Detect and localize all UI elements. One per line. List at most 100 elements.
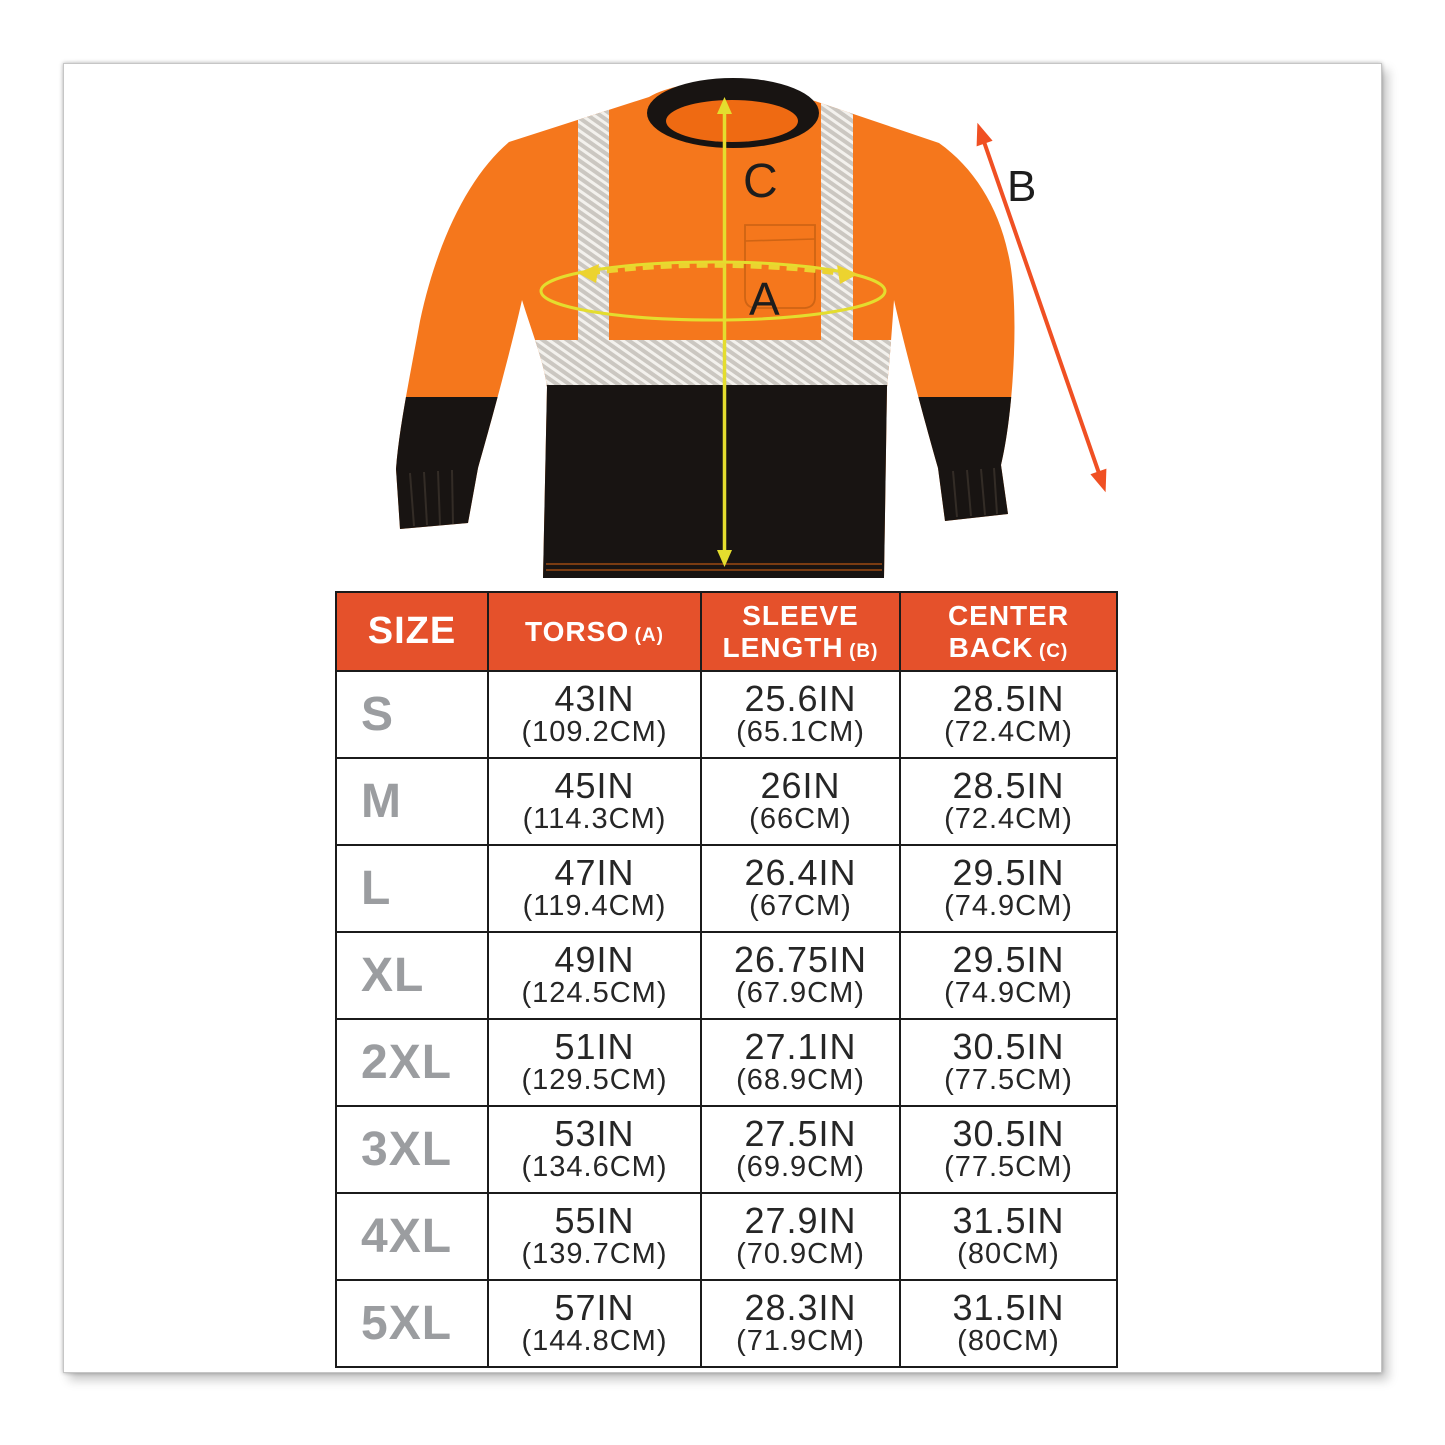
value-cm: (109.2CM) [521,716,668,749]
value-cm: (77.5CM) [944,1151,1073,1184]
size-label: L [335,844,489,933]
torso-value: 45IN (114.3CM) [487,757,702,846]
size-label: 2XL [335,1018,489,1107]
value-cm: (144.8CM) [521,1325,668,1358]
size-label: M [335,757,489,846]
sleeve-value: 27.1IN (68.9CM) [700,1018,901,1107]
header-sleeve-label1: SLEEVE [742,600,859,632]
value-cm: (72.4CM) [944,803,1073,836]
value-in: 25.6IN [744,677,857,719]
chest-pocket [744,224,816,309]
value-cm: (69.9CM) [736,1151,865,1184]
value-in: 47IN [554,851,635,893]
value-cm: (124.5CM) [521,977,668,1010]
value-in: 43IN [554,677,635,719]
value-cm: (68.9CM) [736,1064,865,1097]
torso-value: 49IN (124.5CM) [487,931,702,1020]
sleeve-value: 27.9IN (70.9CM) [700,1192,901,1281]
back-value: 29.5IN (74.9CM) [899,844,1118,933]
value-in: 57IN [554,1286,635,1328]
value-in: 26.75IN [733,938,868,980]
value-cm: (74.9CM) [944,890,1073,923]
value-in: 30.5IN [952,1025,1065,1067]
table-row-5xl: 5XL 57IN (144.8CM) 28.3IN (71.9CM) 31.5IN(… [335,1279,1118,1368]
value-in: 45IN [554,764,635,806]
value-in: 28.5IN [952,764,1065,806]
table-row-s: S 43IN (109.2CM) 25.6IN (65.1CM) 28.5IN (72… [335,670,1118,759]
sleeve-value: 26.75IN (67.9CM) [700,931,901,1020]
value-cm: (74.9CM) [944,977,1073,1010]
header-torso-sub: (A) [634,624,664,646]
value-in: 51IN [554,1025,635,1067]
size-label: XL [335,931,489,1020]
value-cm: (72.4CM) [944,716,1073,749]
label-a: A [749,273,780,325]
reflective-stripe-left-vertical [578,91,609,343]
label-b: B [1007,162,1036,211]
back-value: 31.5IN (80CM) [899,1279,1118,1368]
torso-value: 53IN (134.6CM) [487,1105,702,1194]
column-header-size: SIZE [335,591,489,672]
header-back-label1: CENTER [947,600,1070,632]
value-in: 31.5IN [952,1199,1065,1241]
size-chart: SIZE TORSO (A) SLEEVE LENGTH (B) C [335,591,1118,1368]
header-sleeve-sub: (B) [849,640,879,662]
value-cm: (129.5CM) [521,1064,668,1097]
cuff-ribs [409,467,998,527]
value-in: 28.3IN [744,1286,857,1328]
table-row-3xl: 3XL 53IN (134.6CM) 27.5IN (69.9CM) 30.5IN(… [335,1105,1118,1194]
torso-value: 47IN (119.4CM) [487,844,702,933]
sleeve-value: 26IN (66CM) [700,757,901,846]
value-cm: (80CM) [957,1238,1060,1271]
value-cm: (80CM) [957,1325,1060,1358]
size-chart-table: SIZE TORSO (A) SLEEVE LENGTH (B) C [335,591,1118,1368]
hem-stitching [546,563,882,571]
back-value: 28.5IN (72.4CM) [899,757,1118,846]
reflective-stripe-horizontal [521,340,893,385]
value-cm: (66CM) [749,803,852,836]
shirt-diagram: C A B [396,78,1107,578]
size-label: S [335,670,489,759]
back-value: 29.5IN (74.9CM) [899,931,1118,1020]
value-cm: (70.9CM) [736,1238,865,1271]
value-in: 29.5IN [952,938,1065,980]
table-row-xl: XL 49IN (124.5CM) 26.75IN (67.9CM) 29.5IN(… [335,931,1118,1020]
value-in: 27.1IN [744,1025,857,1067]
value-cm: (134.6CM) [521,1151,668,1184]
value-cm: (77.5CM) [944,1064,1073,1097]
label-c: C [743,155,778,208]
value-in: 31.5IN [952,1286,1065,1328]
size-label: 4XL [335,1192,489,1281]
shirt-black-bottom [506,385,899,578]
value-in: 29.5IN [952,851,1065,893]
value-cm: (139.7CM) [521,1238,668,1271]
sleeve-value: 28.3IN (71.9CM) [700,1279,901,1368]
value-in: 49IN [554,938,635,980]
sleeve-value: 25.6IN (65.1CM) [700,670,901,759]
product-image-panel: C A B SIZE TORSO (A) [63,63,1382,1373]
header-back-sub: (C) [1038,640,1069,662]
value-in: 30.5IN [952,1112,1065,1154]
value-in: 27.5IN [744,1112,857,1154]
header-size-label: SIZE [367,610,457,653]
value-cm: (67CM) [749,890,852,923]
value-in: 28.5IN [952,677,1065,719]
back-value: 30.5IN (77.5CM) [899,1105,1118,1194]
header-sleeve-label2: LENGTH [722,631,844,663]
value-cm: (114.3CM) [522,803,667,836]
table-row-4xl: 4XL 55IN (139.7CM) 27.9IN (70.9CM) 31.5IN(… [335,1192,1118,1281]
column-header-sleeve: SLEEVE LENGTH (B) [700,591,901,672]
sleeve-black-right [917,397,1015,541]
collar [647,78,819,148]
table-row-m: M 45IN (114.3CM) 26IN (66CM) 28.5IN (72.4CM… [335,757,1118,846]
value-cm: (71.9CM) [736,1325,865,1358]
header-back-label2: BACK [948,631,1034,663]
torso-value: 55IN (139.7CM) [487,1192,702,1281]
measure-ellipse-a [539,260,887,322]
header-row: SIZE TORSO (A) SLEEVE LENGTH (B) C [335,591,1118,672]
value-in: 26.4IN [744,851,857,893]
measure-arrow-b [976,122,1107,493]
sleeve-black-left [396,397,504,541]
back-value: 30.5IN (77.5CM) [899,1018,1118,1107]
